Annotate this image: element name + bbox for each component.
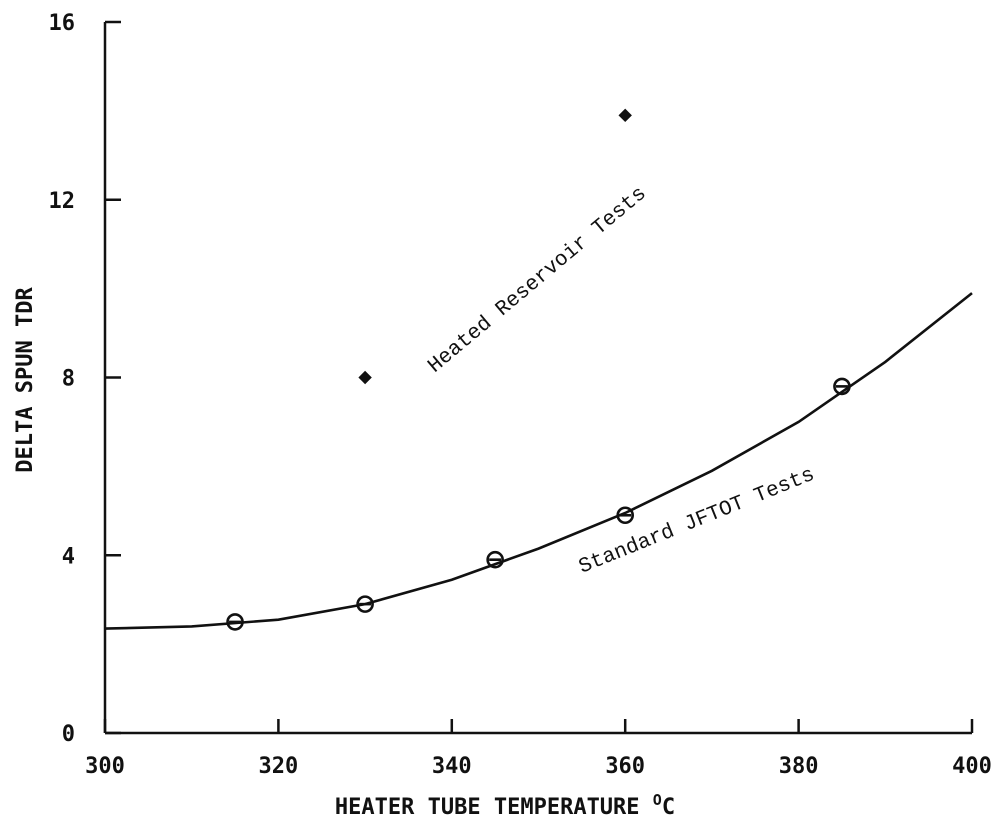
jftot-data-point <box>616 506 635 525</box>
y-tick-label: 8 <box>62 367 75 392</box>
x-tick-label: 320 <box>259 754 299 779</box>
x-tick-label: 340 <box>432 754 472 779</box>
jftot-data-point <box>356 595 374 613</box>
standard-jftot-annotation: Standard JFTOT Tests <box>576 464 818 580</box>
jftot-data-point <box>833 377 851 396</box>
y-tick-label: 4 <box>62 544 75 569</box>
x-tick-label: 380 <box>779 754 819 779</box>
x-tick-label: 300 <box>85 754 125 779</box>
jftot-fit-curve <box>104 292 973 630</box>
labels-layer: HEATER TUBE TEMPERATURE OC DELTA SPUN TDR… <box>13 183 818 820</box>
heated-reservoir-data-point <box>358 370 372 385</box>
x-axis-title-unit: C <box>662 795 675 820</box>
x-axis-title-text: HEATER TUBE TEMPERATURE <box>335 795 653 820</box>
y-tick-label: 0 <box>62 722 75 747</box>
x-tick-label: 400 <box>952 754 992 779</box>
heated-reservoir-annotation: Heated Reservoir Tests <box>424 183 651 379</box>
heated-reservoir-data-point <box>618 108 632 123</box>
markers-layer <box>226 108 851 631</box>
jftot-data-point <box>226 613 244 631</box>
jftot-data-point <box>486 550 504 569</box>
x-axis-title-degree: O <box>653 791 662 809</box>
y-tick-label: 12 <box>49 189 76 214</box>
y-tick-label: 16 <box>49 11 76 36</box>
axes: 0 4 8 12 16 300 320 340 360 380 400 <box>49 11 992 779</box>
x-axis-title: HEATER TUBE TEMPERATURE OC <box>335 791 675 820</box>
y-axis-title: DELTA SPUN TDR <box>13 287 38 473</box>
fit-curve-layer <box>104 292 973 630</box>
x-tick-label: 360 <box>605 754 645 779</box>
